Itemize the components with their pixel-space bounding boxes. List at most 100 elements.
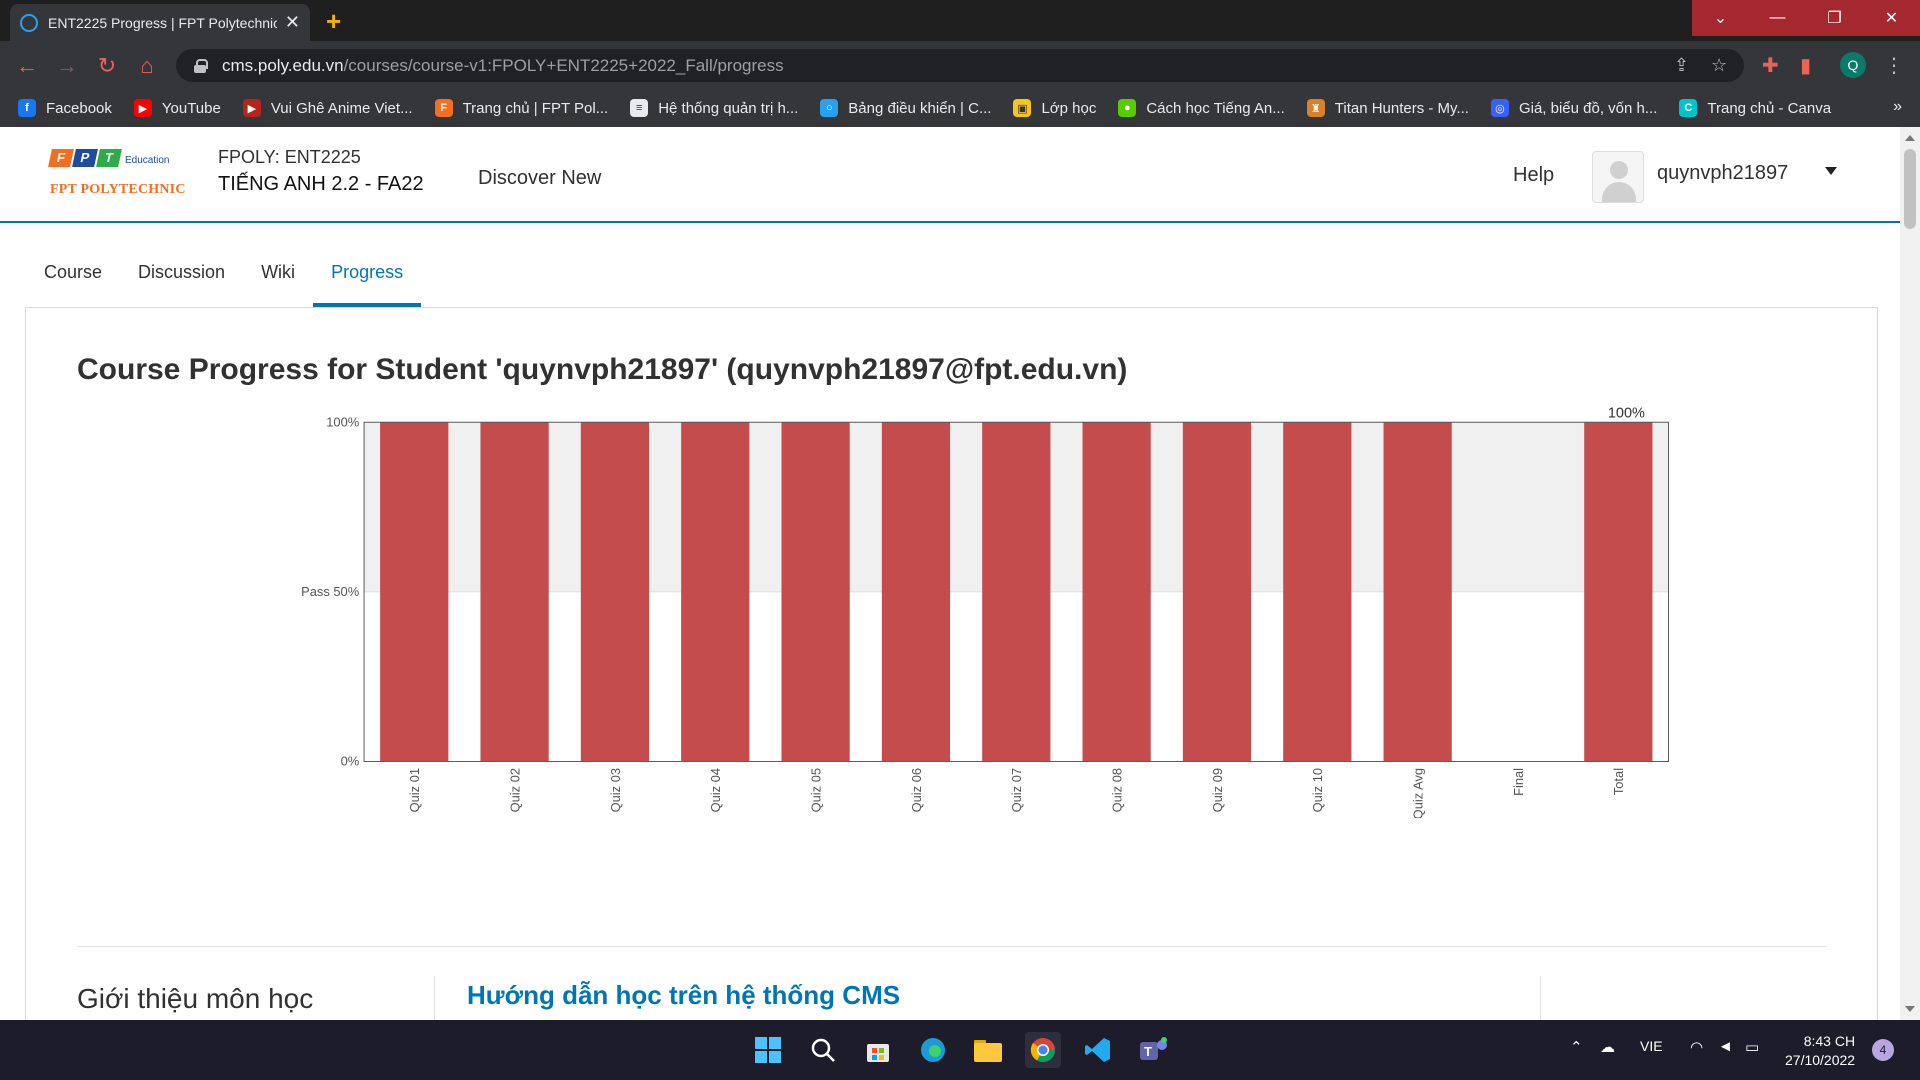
restore-icon[interactable]: ❐ xyxy=(1827,10,1842,27)
bookmark-item[interactable]: ▣ Lớp học xyxy=(1013,99,1096,117)
tab-wiki[interactable]: Wiki xyxy=(261,261,296,282)
scroll-up-icon[interactable] xyxy=(1905,135,1915,141)
logo-letter: F xyxy=(48,149,74,167)
bookmark-item[interactable]: C Trang chủ - Canva xyxy=(1679,99,1831,117)
bookmark-item[interactable]: ▶ YouTube xyxy=(133,99,221,117)
back-arrow-icon[interactable]: ← xyxy=(16,53,38,78)
vscode-icon[interactable] xyxy=(1080,1032,1116,1068)
tab-search-icon[interactable]: ⌄ xyxy=(1713,10,1728,27)
x-tick-label: Quiz 10 xyxy=(1310,768,1325,812)
x-tick-label: Quiz 06 xyxy=(909,768,924,812)
wifi-icon[interactable]: ◠ xyxy=(1690,1039,1704,1056)
bookmark-item[interactable]: ▶ Vui Ghê Anime Viet... xyxy=(242,99,413,117)
teams-icon[interactable]: T xyxy=(1135,1032,1171,1068)
chrome-taskbar-icon[interactable] xyxy=(1025,1032,1061,1068)
edge-icon[interactable] xyxy=(915,1032,951,1068)
page-scrollbar[interactable] xyxy=(1900,127,1920,1020)
fpt-icon: F xyxy=(434,99,453,117)
bookmark-label: Giá, biểu đồ, vốn h... xyxy=(1518,99,1658,117)
tab-progress[interactable]: Progress xyxy=(313,237,422,307)
chart-bar xyxy=(380,422,449,762)
url-path: /courses/course-v1:FPOLY+ENT2225+2022_Fa… xyxy=(343,55,784,75)
share-icon[interactable]: ⇪ xyxy=(1674,55,1690,75)
bookmark-item[interactable]: F Trang chủ | FPT Pol... xyxy=(434,99,609,117)
bookmark-item[interactable]: ◎ Giá, biểu đồ, vốn h... xyxy=(1490,99,1658,117)
notification-badge[interactable]: 4 xyxy=(1872,1039,1894,1061)
bookmark-label: Titan Hunters - My... xyxy=(1334,99,1469,117)
lock-icon[interactable] xyxy=(194,58,208,73)
bookmark-label: Lớp học xyxy=(1041,99,1097,117)
microsoft-store-icon[interactable] xyxy=(860,1032,896,1068)
new-tab-button[interactable]: + xyxy=(326,6,342,36)
facebook-icon: f xyxy=(18,99,36,117)
close-window-icon[interactable]: ✕ xyxy=(1884,10,1899,27)
y-tick-label: Pass 50% xyxy=(301,584,360,599)
windows-start-icon[interactable] xyxy=(750,1032,786,1068)
onedrive-icon[interactable]: ☁ xyxy=(1600,1039,1615,1056)
bookmark-item[interactable]: f Facebook xyxy=(18,99,112,117)
bookmarks-more-icon[interactable]: » xyxy=(1893,98,1902,115)
home-icon[interactable]: ⌂ xyxy=(140,53,154,78)
canva-icon: C xyxy=(1679,99,1698,117)
anime-site-icon: ▶ xyxy=(242,99,261,117)
side-panel-icon[interactable]: ▮ xyxy=(1800,55,1812,77)
bookmark-item[interactable]: ● Cách học Tiếng An... xyxy=(1118,99,1285,117)
chart-bar xyxy=(1182,422,1252,762)
x-tick-label: Final xyxy=(1511,768,1526,796)
dashboard-icon: ○ xyxy=(820,99,839,117)
reload-icon[interactable]: ↻ xyxy=(97,53,117,78)
chart-bar xyxy=(881,422,951,762)
x-tick-label: Quiz 03 xyxy=(608,768,623,812)
volume-icon[interactable]: ◄ xyxy=(1718,1038,1733,1055)
chart-bar xyxy=(580,422,650,762)
avatar-head-shape xyxy=(1610,161,1628,179)
url-text[interactable]: cms.poly.edu.vn/courses/course-v1:FPOLY+… xyxy=(222,56,784,76)
bookmark-item[interactable]: ≡ Hệ thống quản trị h... xyxy=(630,99,798,117)
file-explorer-icon[interactable] xyxy=(970,1032,1006,1068)
x-tick-label: Quiz 02 xyxy=(507,768,522,812)
scroll-down-icon[interactable] xyxy=(1905,1006,1915,1012)
tab-course[interactable]: Course xyxy=(44,261,103,282)
section-divider xyxy=(77,946,1827,947)
bookmarks-bar: f Facebook ▶ YouTube ▶ Vui Ghê Anime Viet... F… xyxy=(0,89,1920,127)
tab-close-icon[interactable]: ✕ xyxy=(284,12,300,32)
bookmark-label: Trang chủ | FPT Pol... xyxy=(462,99,609,117)
course-name: TIẾNG ANH 2.2 - FA22 xyxy=(218,173,424,195)
taskbar-clock[interactable]: 8:43 CH 27/10/2022 xyxy=(1785,1032,1855,1070)
chart-bar xyxy=(1082,422,1151,762)
user-avatar[interactable] xyxy=(1592,151,1644,203)
tab-discussion[interactable]: Discussion xyxy=(138,261,226,282)
browser-tab[interactable]: ENT2225 Progress | FPT Polytechnic ✕ xyxy=(10,4,310,41)
username-menu[interactable]: quynvph21897 xyxy=(1657,162,1789,184)
scroll-thumb[interactable] xyxy=(1904,149,1916,229)
browser-toolbar: ← → ↻ ⌂ cms.poly.edu.vn/courses/course-v… xyxy=(0,41,1920,89)
address-bar[interactable]: cms.poly.edu.vn/courses/course-v1:FPOLY+… xyxy=(176,49,1744,82)
extensions-puzzle-icon[interactable]: ✚ xyxy=(1762,55,1779,77)
youtube-icon: ▶ xyxy=(133,99,152,117)
minimize-icon[interactable]: — xyxy=(1769,9,1786,26)
battery-icon[interactable]: ▭ xyxy=(1745,1039,1760,1056)
discover-new-link[interactable]: Discover New xyxy=(478,167,602,189)
bookmark-item[interactable]: ○ Bảng điều khiển | C... xyxy=(820,99,991,117)
cms-guide-link[interactable]: Hướng dẫn học trên hệ thống CMS xyxy=(467,980,901,1010)
bookmark-label: Facebook xyxy=(46,99,112,117)
tray-overflow-icon[interactable]: ⌃ xyxy=(1570,1039,1583,1056)
user-menu-caret-icon[interactable] xyxy=(1825,167,1837,175)
x-tick-label: Quiz 09 xyxy=(1210,768,1225,812)
forward-arrow-icon[interactable]: → xyxy=(56,53,78,78)
search-icon[interactable] xyxy=(805,1032,841,1068)
svg-text:T: T xyxy=(1144,1044,1152,1059)
language-indicator[interactable]: VIE xyxy=(1640,1038,1663,1054)
chart-bar xyxy=(1383,422,1452,762)
chrome-menu-icon[interactable]: ⋮ xyxy=(1884,55,1904,77)
game-icon: ♜ xyxy=(1306,99,1325,117)
profile-avatar[interactable]: Q xyxy=(1840,52,1866,78)
bookmark-star-icon[interactable]: ☆ xyxy=(1711,55,1728,75)
chart-bar xyxy=(1584,422,1653,762)
chart-bar xyxy=(982,422,1051,762)
bookmark-label: Vui Ghê Anime Viet... xyxy=(270,99,413,117)
bookmark-item[interactable]: ♜ Titan Hunters - My... xyxy=(1306,99,1469,117)
help-link[interactable]: Help xyxy=(1513,164,1555,186)
